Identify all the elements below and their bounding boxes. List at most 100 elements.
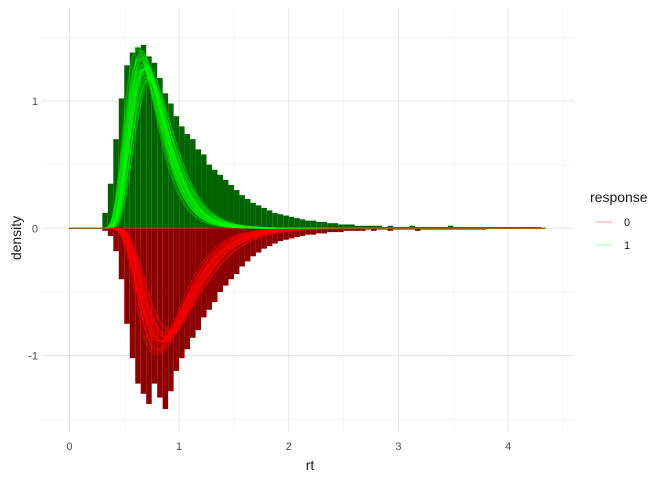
density-curve-response-1 — [69, 77, 546, 229]
density-curve-response-0 — [69, 227, 546, 352]
histogram-bar — [360, 225, 366, 229]
histogram-bar — [409, 228, 415, 230]
histogram-bar — [354, 228, 361, 231]
histogram-bar — [519, 227, 525, 229]
density-curve-response-0 — [69, 227, 546, 339]
histogram-bar — [255, 228, 262, 253]
histogram-bar — [173, 228, 180, 371]
histogram-bar — [255, 205, 262, 229]
histogram-bar — [244, 198, 251, 229]
density-curve-response-1 — [69, 55, 546, 229]
density-curve-response-0 — [69, 227, 546, 331]
histogram-bar — [354, 225, 361, 229]
histogram-bar — [294, 218, 300, 229]
histogram-bar — [420, 227, 426, 229]
density-curve-response-0 — [69, 227, 546, 343]
histogram-bar — [168, 228, 174, 392]
histogram-bar — [387, 225, 394, 229]
histogram-bar — [261, 228, 267, 249]
histogram-bar — [343, 228, 350, 231]
histogram-bar — [403, 228, 410, 230]
histogram-bar — [414, 228, 421, 231]
histogram-bar — [393, 228, 399, 230]
histogram-bar — [261, 207, 267, 229]
density-curve-response-0 — [69, 227, 546, 343]
histogram-bar — [420, 228, 426, 230]
histogram-bar — [382, 228, 388, 230]
histogram-bar — [382, 227, 388, 229]
density-curve-response-1 — [69, 78, 546, 229]
histogram-bar — [124, 65, 130, 229]
histogram-bar — [190, 228, 196, 338]
y-tick-label: -1 — [28, 351, 38, 363]
density-curve-response-0 — [69, 227, 546, 345]
histogram-bar — [327, 228, 333, 233]
density-curve-response-0 — [69, 227, 546, 356]
density-curve-response-1 — [69, 67, 546, 229]
density-curve-response-0 — [69, 227, 546, 342]
histogram-bar — [530, 227, 536, 229]
density-curve-response-0 — [69, 227, 546, 342]
histogram-bar — [436, 228, 443, 230]
histogram-bar — [453, 227, 459, 229]
histogram-bar — [212, 228, 218, 303]
histogram-bar — [179, 228, 185, 359]
density-curve-response-1 — [69, 56, 546, 229]
density-curve-response-0 — [69, 227, 546, 350]
legend-title: response — [590, 189, 648, 205]
density-curve-response-1 — [69, 49, 546, 229]
histogram-bar — [425, 227, 432, 229]
histogram-bar — [403, 227, 410, 229]
density-curve-response-1 — [69, 76, 546, 229]
density-curve-response-1 — [69, 76, 546, 229]
histogram-bar — [206, 164, 213, 229]
histogram-bar — [393, 227, 399, 229]
histogram-bar — [228, 228, 234, 280]
histogram-bar — [206, 228, 213, 310]
histogram-bar — [535, 227, 542, 229]
density-curve-response-0 — [69, 227, 546, 338]
histogram-bar — [398, 228, 404, 230]
density-curve-response-1 — [69, 45, 546, 229]
density-curve-response-0 — [69, 227, 546, 355]
density-curve-response-1 — [69, 63, 546, 229]
histogram-bar — [118, 228, 125, 280]
histogram-bar — [442, 227, 448, 229]
histogram-bar — [365, 225, 372, 229]
histogram-bar — [102, 228, 108, 231]
density-curve-response-0 — [69, 227, 546, 340]
histogram-bar — [288, 216, 295, 229]
histogram-bar — [502, 227, 509, 229]
density-curve-response-0 — [69, 227, 546, 339]
density-curve-response-1 — [69, 60, 546, 229]
histogram-bar — [266, 228, 273, 247]
histogram-bar — [124, 228, 130, 324]
histogram-bar — [222, 179, 229, 229]
histogram-bar — [338, 224, 344, 229]
histogram-bar — [425, 228, 432, 230]
histogram-bar — [107, 228, 114, 236]
histogram-bar — [299, 219, 306, 229]
histogram-bars — [102, 44, 542, 410]
histogram-bar — [244, 228, 251, 262]
density-curve-response-1 — [69, 79, 546, 229]
histogram-bar — [409, 225, 415, 229]
x-tick-label: 3 — [395, 441, 401, 453]
histogram-bar — [195, 228, 202, 331]
density-curve-response-1 — [69, 71, 546, 229]
histogram-bar — [305, 220, 311, 229]
histogram-bar — [288, 228, 295, 239]
density-curve-response-0 — [69, 227, 546, 343]
histogram-bar — [102, 212, 108, 229]
histogram-bar — [310, 220, 317, 229]
histogram-bar — [442, 228, 448, 230]
density-curve-response-0 — [69, 227, 546, 337]
density-curve-response-1 — [69, 73, 546, 229]
histogram-bar — [151, 62, 158, 229]
histogram-bar — [376, 228, 383, 230]
histogram-bar — [283, 215, 289, 229]
x-tick-label: 0 — [66, 441, 72, 453]
y-tick-label: 0 — [32, 223, 38, 235]
density-curve-response-1 — [69, 65, 546, 229]
